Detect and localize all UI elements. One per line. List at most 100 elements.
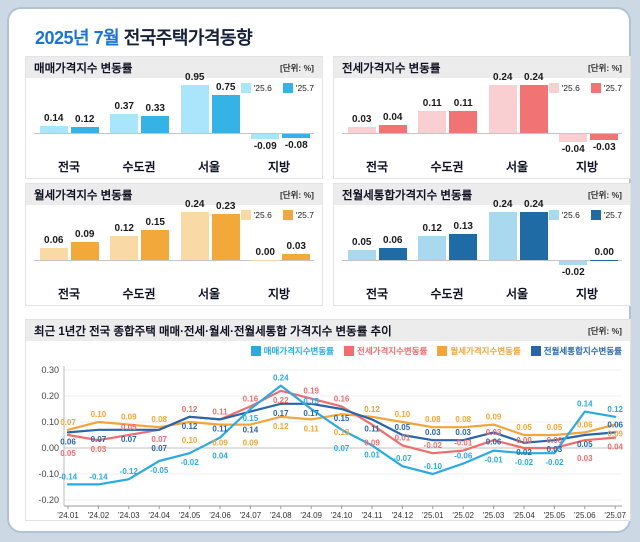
data-point-label: 0.07 (334, 444, 350, 453)
category-label: 수도권 (122, 160, 156, 174)
data-point-label: 0.05 (121, 423, 137, 432)
legend-label: '25.7 (603, 210, 622, 220)
legend-item: '25.7 (282, 83, 314, 93)
x-tick-label: '25.03 (483, 511, 505, 520)
bar-value-label: 0.12 (75, 113, 95, 125)
data-point-label: 0.03 (455, 428, 471, 437)
category-label: 지방 (267, 160, 291, 174)
category-axis: 전국 수도권 서울 지방 (34, 285, 314, 302)
legend-label: 매매가격지수변동률 (263, 346, 335, 356)
data-point-label: 0.09 (212, 439, 228, 448)
data-point-label: 0.09 (486, 413, 502, 422)
x-tick-label: '24.08 (270, 511, 292, 520)
data-point-label: 0.05 (577, 440, 593, 449)
bar-value-label: 0.06 (44, 235, 64, 246)
bar-value-label: 0.12 (114, 223, 134, 234)
data-point-label: 0.11 (212, 424, 228, 433)
unit-label: [단위: %] (587, 189, 622, 200)
data-point-label: 0.09 (607, 430, 623, 439)
bar-plot-area: 0.05 0.06 0.12 0.13 0.24 0.24 -0.02 0.00 (342, 199, 622, 284)
bar (180, 212, 209, 260)
bar (559, 261, 588, 265)
data-point-label: 0.22 (273, 396, 289, 405)
data-point-label: 0.10 (395, 410, 411, 419)
x-tick-label: '24.07 (240, 511, 262, 520)
data-point-label: 0.17 (303, 409, 319, 418)
legend-label: '25.7 (603, 83, 622, 93)
x-tick-label: '24.02 (88, 511, 110, 520)
bar-value-label: 0.24 (524, 72, 544, 83)
legend-label: '25.7 (295, 83, 314, 93)
bar-value-label: 0.03 (286, 241, 306, 252)
page-title-subject: 전국주택가격동향 (119, 28, 253, 48)
bar (211, 214, 240, 260)
category-label: 지방 (575, 287, 599, 301)
legend-swatch-icon (240, 210, 251, 220)
data-point-label: 0.19 (303, 387, 319, 396)
data-point-label: -0.06 (454, 452, 473, 461)
data-point-label: 0.03 (547, 445, 563, 454)
category-label: 지방 (575, 160, 599, 174)
data-point-label: 0.15 (334, 414, 350, 423)
bar (110, 114, 139, 133)
data-point-label: 0.00 (547, 436, 563, 445)
series-line (66, 402, 617, 444)
data-point-label: 0.09 (364, 439, 380, 448)
category-label: 서울 (505, 160, 529, 174)
line-chart-legend: 매매가격지수변동률 전세가격지수변동률 월세가격지수변동률 전월세통합지수변동률 (250, 345, 622, 357)
bar-plot-area: 0.06 0.09 0.12 0.15 0.24 0.23 0.00 0.03 (34, 199, 314, 284)
bar (347, 127, 376, 133)
unit-label: [단위: %] (279, 189, 314, 200)
data-point-label: 0.08 (151, 415, 167, 424)
chart-title: 전월세통합가격지수 변동률 (342, 189, 473, 202)
data-point-label: -0.05 (150, 466, 169, 475)
trend-line-chart-panel: 최근 1년간 전국 종합주택 매매·전세·월세·전월세통합 가격지수 변동률 추… (25, 319, 631, 521)
bar (418, 111, 447, 133)
category-label: 수도권 (122, 287, 156, 301)
bar-value-label: 0.23 (216, 201, 236, 212)
data-point-label: -0.10 (424, 462, 443, 471)
data-point-label: -0.02 (515, 458, 534, 467)
bar-value-label: 0.33 (145, 103, 165, 115)
panel-header: 최근 1년간 전국 종합주택 매매·전세·월세·전월세통합 가격지수 변동률 추… (26, 320, 630, 341)
data-point-label: 0.16 (243, 394, 259, 403)
data-point-label: 0.08 (455, 415, 471, 424)
bar-value-label: -0.09 (253, 140, 277, 152)
bar (251, 260, 280, 261)
bar-value-label: 0.24 (493, 72, 513, 83)
legend-item: '25.6 (548, 210, 580, 220)
bar (559, 134, 588, 142)
x-tick-label: '24.12 (392, 511, 414, 520)
x-tick-label: '24.05 (179, 511, 201, 520)
data-point-label: 0.10 (182, 436, 198, 445)
bar (180, 85, 209, 133)
legend-swatch-icon (590, 83, 601, 93)
bar (488, 212, 517, 260)
category-axis: 전국 수도권 서울 지방 (34, 158, 314, 175)
zero-axis-line (34, 260, 314, 261)
legend-item: '25.6 (548, 83, 580, 93)
bar (519, 85, 548, 133)
legend-label: 월세가격지수변동률 (450, 346, 521, 356)
bar-chart-legend: '25.6 '25.7 (548, 210, 622, 220)
category-label: 서울 (505, 287, 529, 301)
data-point-label: 0.07 (151, 444, 167, 453)
panel-header: 매매가격지수 변동률 [단위: %] (26, 57, 322, 78)
data-point-label: 0.11 (304, 424, 320, 433)
bar-value-label: 0.13 (453, 221, 473, 232)
bar (282, 134, 311, 139)
data-point-label: 0.06 (577, 420, 593, 429)
x-tick-label: '24.10 (331, 511, 353, 520)
legend-swatch-icon (530, 346, 541, 356)
data-point-label: 0.12 (182, 405, 198, 414)
panel-header: 전세가격지수 변동률 [단위: %] (334, 57, 630, 78)
data-point-label: 0.12 (607, 405, 623, 414)
data-point-label: 0.02 (516, 448, 532, 457)
bar-value-label: 0.06 (383, 235, 403, 246)
data-point-label: 0.10 (91, 410, 107, 419)
y-tick-label: 0.20 (41, 391, 59, 401)
category-label: 전국 (57, 287, 81, 301)
data-point-label: 0.24 (273, 374, 289, 383)
series-line (66, 413, 617, 437)
